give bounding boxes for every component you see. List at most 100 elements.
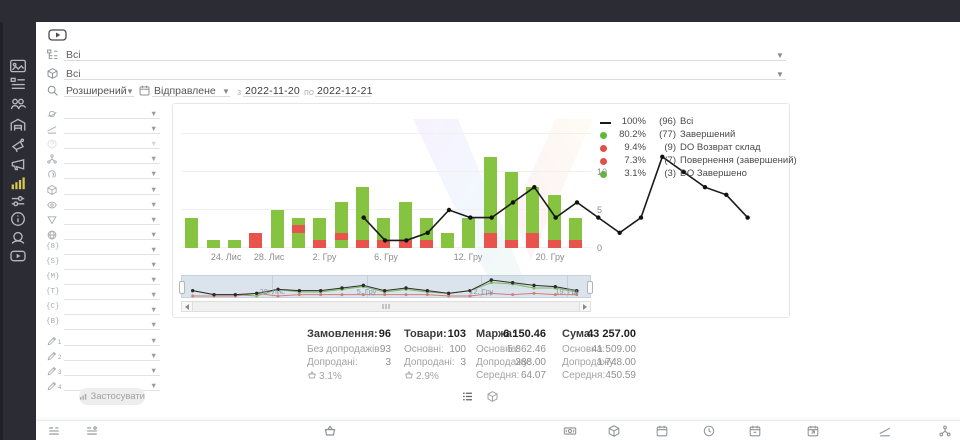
bar-segment-green[interactable] — [185, 217, 199, 248]
bar-segment-green[interactable] — [334, 240, 348, 248]
date-field-select[interactable] — [152, 84, 230, 97]
bar-segment-red[interactable] — [377, 240, 391, 248]
stat-row: Середня: 64.07 — [476, 370, 546, 383]
calendar-export-icon[interactable] — [806, 424, 820, 438]
total-line-series — [361, 154, 750, 243]
bar-segment-red[interactable] — [334, 232, 348, 241]
list-view-toggle[interactable] — [461, 390, 474, 403]
source-filter-select[interactable] — [64, 48, 786, 61]
basket-icon[interactable] — [323, 424, 337, 438]
bar-segment-red[interactable] — [398, 240, 412, 248]
bar-segment-red[interactable] — [505, 240, 519, 248]
apply-button[interactable]: Застосувати — [79, 388, 145, 405]
bar-segment-green[interactable] — [569, 217, 583, 241]
filter-select[interactable] — [64, 227, 160, 240]
search-mode-select[interactable] — [64, 84, 134, 97]
product-filter-value[interactable]: Всі — [66, 68, 81, 80]
filter-select[interactable] — [64, 136, 160, 150]
id-status-icon[interactable] — [85, 424, 99, 438]
filter-select[interactable] — [64, 106, 160, 119]
promo-icon[interactable] — [9, 136, 27, 154]
date-to-input[interactable] — [315, 84, 371, 97]
sliders-icon[interactable] — [9, 192, 27, 210]
bar-segment-red[interactable] — [547, 240, 561, 248]
bar-segment-red[interactable] — [569, 240, 583, 248]
filter-select[interactable] — [64, 257, 160, 270]
product-filter-select[interactable] — [64, 67, 786, 80]
package-icon[interactable] — [607, 424, 621, 438]
brush-handle-left[interactable] — [179, 281, 185, 294]
filter-select[interactable] — [64, 212, 160, 225]
bar-segment-green[interactable] — [441, 232, 455, 248]
filter-select[interactable] — [64, 333, 160, 346]
filter-select[interactable] — [64, 272, 160, 286]
search-mode-value[interactable]: Розширений — [66, 85, 127, 97]
date-from-input[interactable] — [243, 84, 299, 97]
bar-segment-red[interactable] — [249, 232, 263, 248]
globe-support-icon[interactable] — [9, 229, 27, 247]
bar-segment-green[interactable] — [291, 232, 305, 248]
calendar-alt-icon[interactable] — [748, 424, 762, 438]
source-filter-value[interactable]: Всі — [66, 49, 81, 61]
date-from-label: з — [237, 87, 242, 97]
video-icon[interactable] — [9, 247, 27, 265]
bar-segment-red[interactable] — [313, 240, 327, 248]
filter-select[interactable] — [64, 197, 160, 210]
scrollbar-grip[interactable] — [382, 304, 390, 309]
megaphone-icon[interactable] — [9, 155, 27, 173]
scroll-left-arrow[interactable] — [182, 302, 193, 311]
clock-icon[interactable] — [702, 424, 716, 438]
filter-select[interactable] — [64, 151, 160, 165]
bar-segment-red[interactable] — [483, 232, 497, 248]
filter-select[interactable] — [64, 287, 160, 301]
chart-scrollbar[interactable] — [181, 301, 591, 312]
ramp-icon[interactable] — [878, 424, 892, 438]
bar-segment-green[interactable] — [291, 217, 305, 226]
users-icon[interactable] — [9, 95, 27, 113]
filter-select[interactable] — [64, 242, 160, 255]
date-from-value[interactable]: 2022-11-20 — [245, 85, 300, 97]
bar-segment-green[interactable] — [398, 202, 412, 241]
bar-segment-red[interactable] — [526, 232, 540, 248]
pencil-icon: 4 — [46, 379, 61, 391]
filter-select[interactable] — [64, 363, 160, 376]
bar-segment-green[interactable] — [483, 156, 497, 233]
info-icon[interactable] — [9, 210, 27, 228]
bar-segment-green[interactable] — [206, 240, 220, 248]
bar-segment-green[interactable] — [462, 217, 476, 248]
network-icon[interactable] — [938, 424, 952, 438]
date-field-value[interactable]: Відправлене — [154, 85, 216, 97]
brush-handle-right[interactable] — [587, 281, 593, 294]
warehouse-icon[interactable] — [9, 116, 27, 134]
calendar-icon[interactable] — [655, 424, 669, 438]
stat-title: Маржа: 6 150.46 — [476, 328, 546, 344]
bar-segment-green[interactable] — [334, 202, 348, 233]
id-sort-icon[interactable] — [47, 424, 61, 438]
bar-segment-green[interactable] — [505, 172, 519, 241]
bar-segment-green[interactable] — [526, 187, 540, 233]
money-icon[interactable] — [563, 424, 577, 438]
filter-select[interactable] — [64, 302, 160, 316]
bar-segment-green[interactable] — [270, 210, 284, 248]
scroll-right-arrow[interactable] — [579, 302, 590, 311]
filter-select[interactable] — [64, 317, 160, 331]
play-tour-button[interactable] — [48, 28, 67, 41]
filter-select[interactable] — [64, 121, 160, 135]
bar-segment-green[interactable] — [227, 240, 241, 248]
bar-segment-green[interactable] — [355, 187, 369, 241]
filter-select[interactable] — [64, 182, 160, 195]
search-icon — [46, 84, 59, 97]
filter-select[interactable] — [64, 166, 160, 180]
media-card-icon[interactable] — [9, 57, 27, 75]
analytics-icon[interactable] — [9, 174, 27, 192]
bar-segment-red[interactable] — [355, 240, 369, 248]
bar-segment-red[interactable] — [419, 240, 433, 248]
filter-select[interactable] — [64, 348, 160, 361]
chevron-down-icon: ▼ — [150, 380, 158, 390]
date-to-value[interactable]: 2022-12-21 — [317, 85, 373, 97]
bar-segment-green[interactable] — [313, 217, 327, 241]
package-toggle[interactable] — [486, 390, 499, 403]
order-list-icon[interactable] — [9, 75, 27, 93]
bar-segment-red[interactable] — [291, 225, 305, 233]
chart-brush[interactable]: 28. Лис 5. Гру 12. Гру 19. Гру — [179, 275, 593, 298]
